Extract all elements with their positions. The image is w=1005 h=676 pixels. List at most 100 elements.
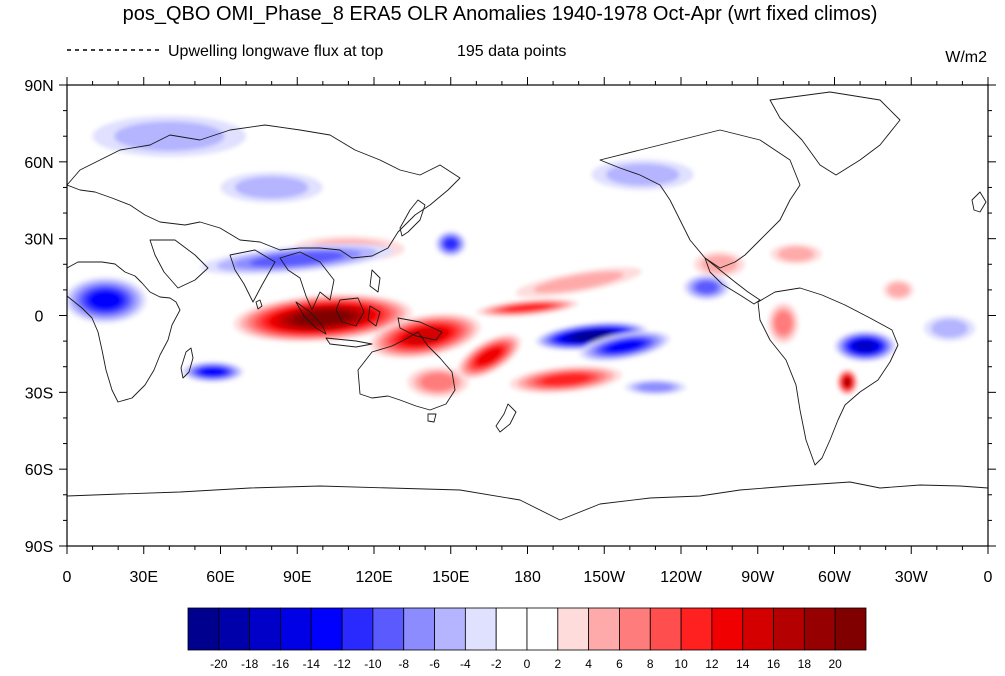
coastline-south-america [757,287,899,466]
anomaly-feature [515,267,642,298]
coastline-sulawesi [367,305,381,327]
x-tick-label: 120W [660,569,703,586]
colorbar-bin [834,607,867,651]
coastline-tasmania [427,413,437,423]
units-label: W/m2 [945,49,987,66]
y-tick-label: 90N [24,78,53,95]
anomaly-feature [624,379,687,395]
colorbar-bin [649,607,682,651]
anomaly-feature [767,302,799,344]
coastlines [67,91,988,521]
y-tick-label: 30S [25,385,53,402]
colorbar-bin [434,607,466,651]
colorbar-bin [711,607,744,651]
anomaly-feature [683,274,730,301]
coastline-japan [399,199,426,237]
line-legend: Upwelling longwave flux at top 195 data … [67,43,566,60]
colorbar-tick-label: 14 [736,657,750,671]
coastline-sumatra [295,301,327,335]
colorbar-bin [403,607,435,651]
x-tick-label: 0 [984,569,993,586]
coastline-new-guinea [397,317,443,341]
anomaly-feature [407,366,469,398]
coastline-antarctica [67,481,988,521]
colorbar-tick-label: 20 [829,657,843,671]
coastline-new-zealand [495,403,517,433]
coastline-arabia [149,239,209,289]
anomaly-feature [182,361,244,383]
colorbar-bin [187,607,220,651]
colorbar-tick-label: -4 [460,657,471,671]
coastline-java [325,337,373,348]
colorbar-bin [773,607,805,651]
colorbar-bin [803,607,836,651]
colorbar-tick-label: 10 [674,657,688,671]
anomaly-feature [693,251,745,278]
coastline-srilanka [255,299,263,310]
coastline-indochina [279,251,335,311]
x-tick-label: 60E [206,569,234,586]
anomaly-feature [837,369,858,395]
anomaly-feature [220,172,323,203]
colorbar-tick-label: -16 [272,657,290,671]
y-tick-label: 0 [35,309,44,326]
colorbar-tick-label: -6 [429,657,440,671]
anomaly-feature [770,243,822,265]
colorbar-bin [680,607,713,651]
coastline-philippines [369,269,381,293]
y-tick-label: 60N [24,155,53,172]
colorbar-bin [372,607,405,651]
coastline-eurasia [67,124,461,259]
colorbar-tick-label: 8 [647,657,654,671]
colorbar-bin [619,607,651,651]
coastline-north-america [599,129,801,269]
colorbar-tick-label: 0 [524,657,531,671]
anomaly-feature [457,334,522,379]
coastline-greenland [769,91,901,176]
x-axis: 0 30E 60E 90E 120E 150E 180 150W 120W 90W 60W 30W 0 [63,77,993,586]
anomaly-feature [476,298,579,317]
anomaly-feature [233,294,413,342]
coastline-madagascar [180,347,194,379]
x-tick-label: 30W [895,569,929,586]
colorbar-tick-label: 16 [767,657,781,671]
colorbar-bin [464,607,497,651]
anomaly-feature [591,159,694,191]
colorbar-tick-label: -10 [364,657,382,671]
x-tick-label: 0 [63,569,72,586]
coastline-central-america [704,257,761,305]
colorbar-tick-label: -18 [241,657,259,671]
coastline-borneo [335,297,365,327]
anomaly-field [67,115,976,398]
x-tick-label: 90E [283,569,311,586]
colorbar-bin [557,607,590,651]
figure-title: pos_QBO OMI_Phase_8 ERA5 OLR Anomalies 1… [123,3,878,25]
colorbar-bin [310,607,343,651]
colorbar: -20 -18 -16 -14 -12 -10 -8 -6 -4 -2 0 2 4 6 8 10 12 14 16 1… [187,607,867,671]
x-tick-label: 90W [741,569,775,586]
anomaly-feature [883,279,914,301]
colorbar-bin [280,607,312,651]
colorbar-bin [588,607,620,651]
anomaly-feature [435,230,467,257]
x-tick-label: 60W [818,569,852,586]
colorbar-tick-label: -2 [491,657,502,671]
x-tick-label: 150W [583,569,626,586]
anomaly-feature [834,330,896,362]
anomaly-feature [67,277,147,324]
colorbar-bin [495,607,528,651]
y-axis: 90N 60N 30N 0 30S 60S 90S [24,78,996,556]
colorbar-tick-label: 2 [554,657,561,671]
x-tick-label: 150E [432,569,469,586]
colorbar-bin [218,607,251,651]
colorbar-tick-label: -20 [210,657,228,671]
x-tick-label: 120E [355,569,392,586]
colorbar-bin [341,607,374,651]
coastline-australia [357,331,456,411]
anomaly-feature [924,315,976,342]
y-tick-label: 30N [24,232,53,249]
colorbar-bin [742,607,774,651]
anomaly-feature [579,331,671,362]
colorbar-tick-label: 12 [705,657,719,671]
